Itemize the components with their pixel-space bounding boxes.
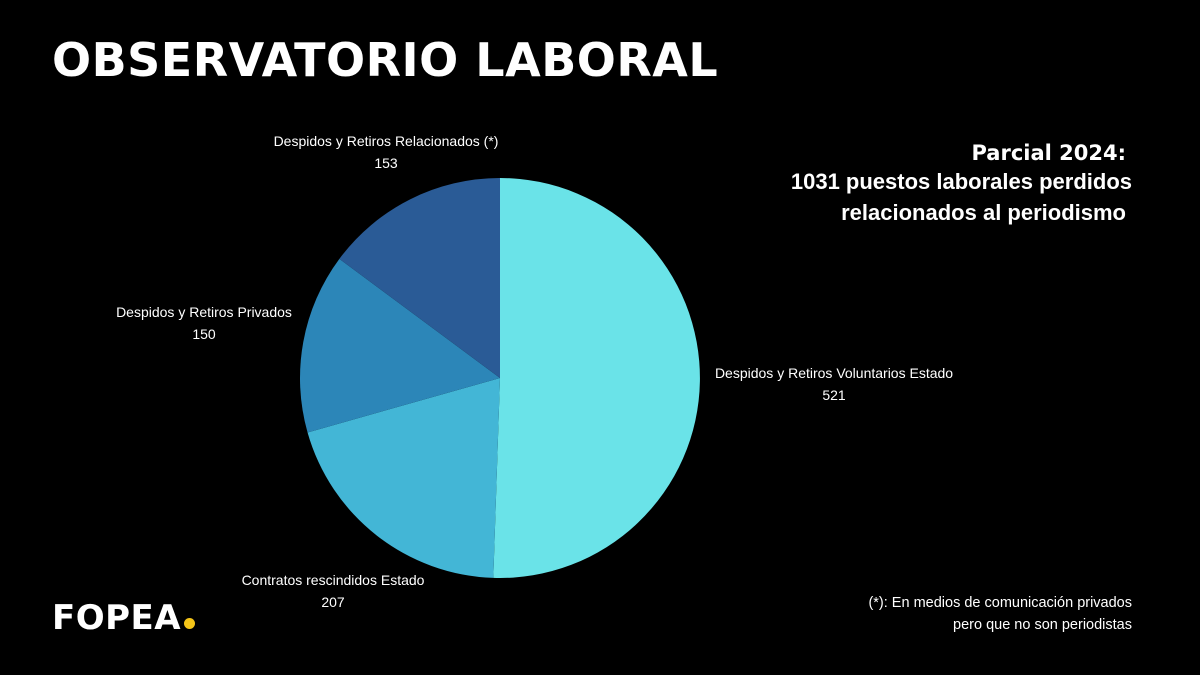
summary-line-1: 1031 puestos laborales perdidos [790,169,1132,194]
slice-value-despidos-y-retiros-relacionados: 153 [374,155,398,171]
slice-label-despidos-y-retiros-voluntarios-estado: Despidos y Retiros Voluntarios Estado [715,365,953,381]
brand-name: FOPEA [52,598,182,638]
brand-dot-icon [184,618,196,629]
slice-label-despidos-y-retiros-relacionados: Despidos y Retiros Relacionados (*) [274,133,499,149]
footnote-line-2: pero que no son periodistas [953,617,1132,633]
slice-value-despidos-y-retiros-voluntarios-estado: 521 [822,387,846,403]
pie-slice-despidos-y-retiros-relacionados [339,178,500,378]
pie-slice-contratos-rescindidos-estado [307,378,500,578]
slice-value-contratos-rescindidos-estado: 207 [321,594,345,610]
footnote: (*): En medios de comunicación privados … [712,592,1132,636]
brand-logo: FOPEA [52,596,196,640]
summary-box: Parcial 2024: 1031 puestos laborales per… [672,140,1132,228]
pie-slice-despidos-y-retiros-privados [300,258,500,433]
summary-title: Parcial 2024: [971,141,1126,165]
page-title: OBSERVATORIO LABORAL [52,33,719,87]
footnote-line-1: (*): En medios de comunicación privados [868,595,1132,611]
summary-line-2: relacionados al periodismo [841,200,1126,225]
slice-value-despidos-y-retiros-privados: 150 [192,326,216,342]
pie-slice-despidos-y-retiros-voluntarios-estado [493,178,700,578]
slice-label-despidos-y-retiros-privados: Despidos y Retiros Privados [116,304,292,320]
slice-label-contratos-rescindidos-estado: Contratos rescindidos Estado [242,572,425,588]
